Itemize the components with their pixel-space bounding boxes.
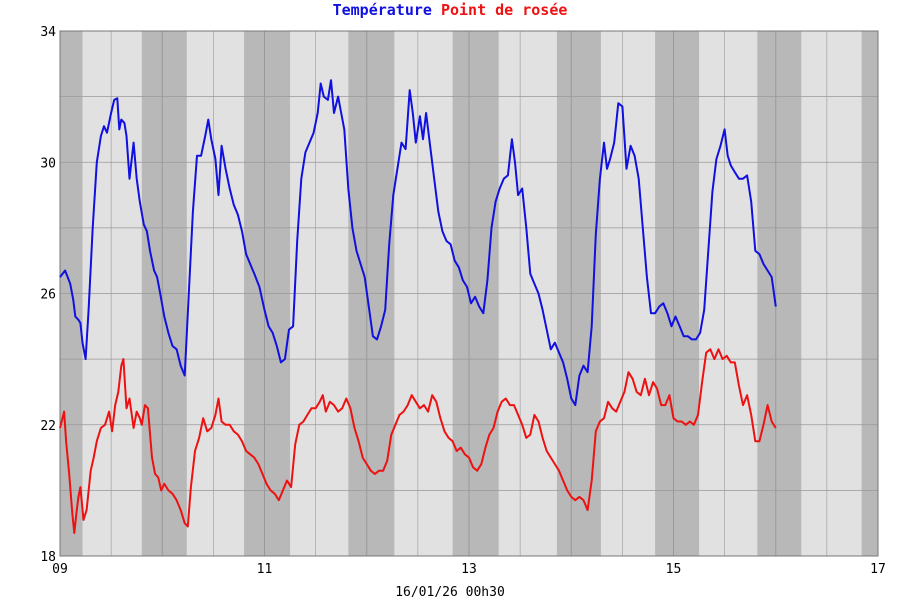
y-tick-label: 30 xyxy=(40,156,56,171)
y-axis-ticks: 18 22 26 30 34 xyxy=(40,25,56,565)
x-tick-label: 11 xyxy=(257,562,273,577)
x-tick-label: 17 xyxy=(870,562,886,577)
chart-title: Température Point de rosée xyxy=(333,1,568,19)
x-axis-ticks: 09 11 13 15 17 xyxy=(52,562,886,577)
x-tick-label: 15 xyxy=(666,562,682,577)
y-tick-label: 34 xyxy=(40,25,56,40)
y-tick-label: 18 xyxy=(40,550,56,565)
y-tick-label: 26 xyxy=(40,288,56,303)
timestamp-footer: 16/01/26 00h30 xyxy=(395,585,505,600)
temperature-line xyxy=(59,79,777,407)
x-tick-label: 09 xyxy=(52,562,68,577)
series-group xyxy=(59,79,777,534)
title-temperature: Température xyxy=(333,1,432,19)
y-tick-label: 22 xyxy=(40,419,56,434)
title-dewpoint: Point de rosée xyxy=(441,1,567,19)
x-tick-label: 13 xyxy=(461,562,477,577)
plot-area-border xyxy=(59,30,879,557)
dewpoint-line xyxy=(59,348,777,534)
